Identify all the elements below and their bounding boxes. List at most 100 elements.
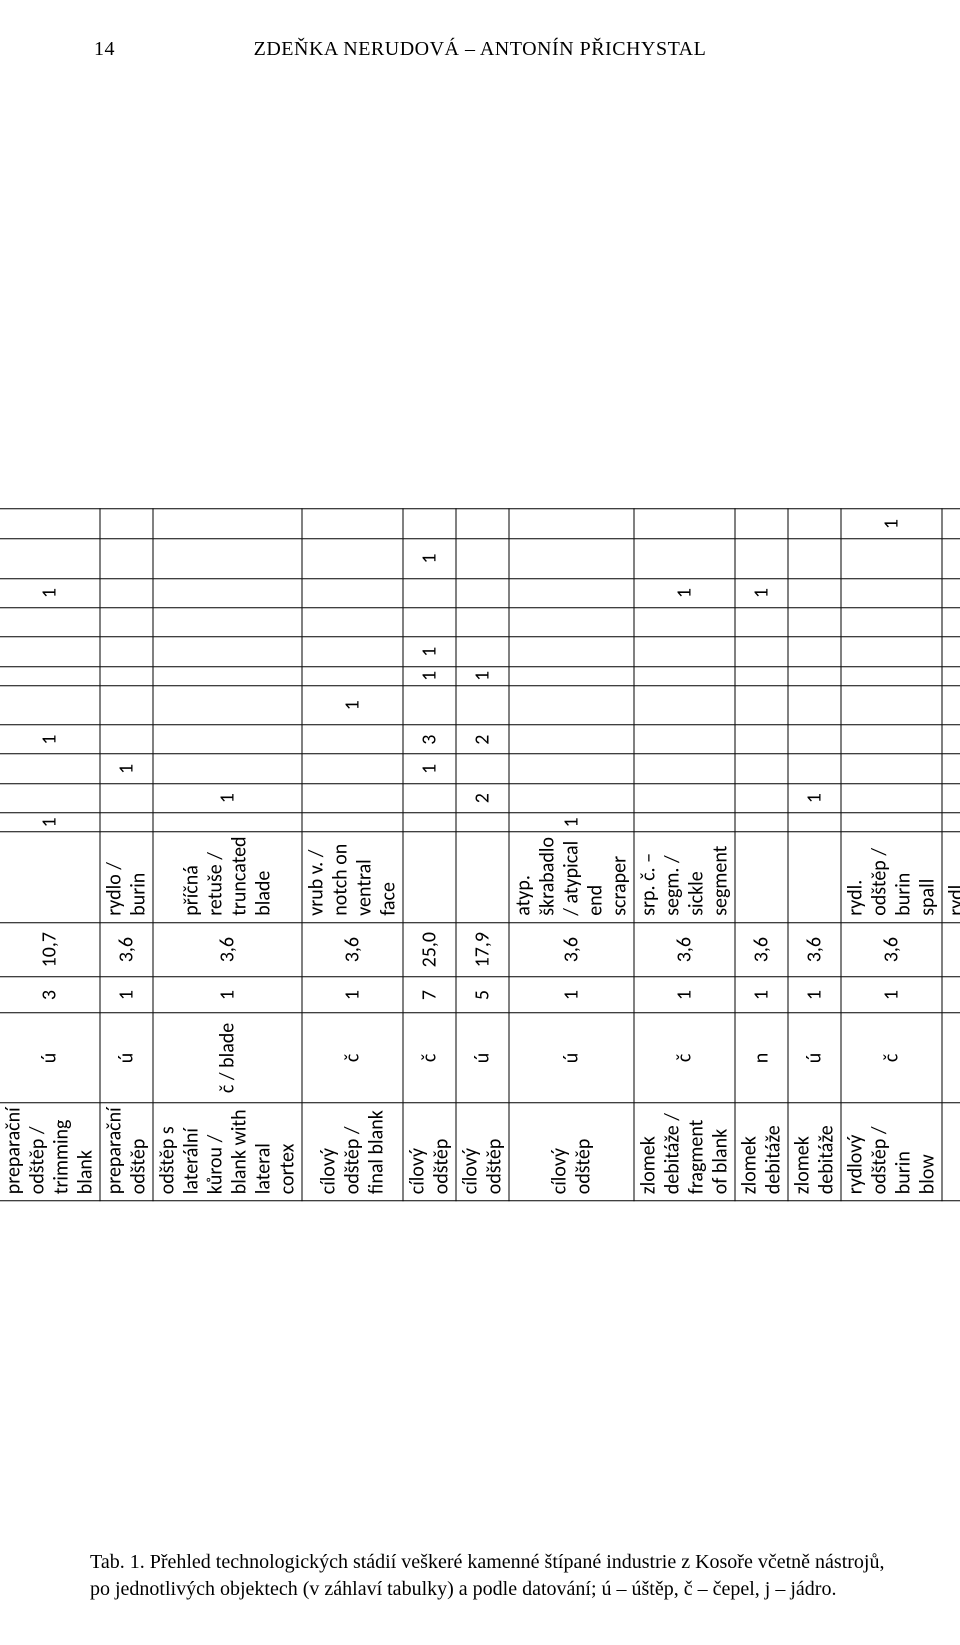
cell xyxy=(100,510,153,540)
cell xyxy=(302,608,403,637)
table-row: zlomek debitážen13,61 xyxy=(735,510,788,1202)
cell: cílový odštěp / final blank xyxy=(302,1103,403,1201)
cell xyxy=(634,539,735,578)
cell xyxy=(100,579,153,609)
cell xyxy=(841,755,942,784)
table-row: cílový odštěp / final blankč13,6vrub v. … xyxy=(302,510,403,1202)
cell xyxy=(153,579,302,609)
cell xyxy=(100,725,153,754)
cell xyxy=(153,755,302,784)
cell xyxy=(788,539,841,578)
cell xyxy=(509,686,634,725)
cell: zlomek debitáže xyxy=(788,1103,841,1201)
cell xyxy=(735,755,788,784)
page-number: 14 xyxy=(94,38,115,61)
cell: rydlo / burin xyxy=(100,832,153,922)
cell xyxy=(735,608,788,637)
cell: 1 xyxy=(302,686,403,725)
table-row: preparační odštěp / trimming blankú310,7… xyxy=(0,510,100,1202)
cell xyxy=(456,579,509,609)
cell xyxy=(942,755,960,784)
cell xyxy=(509,784,634,813)
cell xyxy=(100,686,153,725)
cell: rydl. odštěp / burin spall xyxy=(942,832,960,922)
cell: 3,6 xyxy=(841,923,942,978)
cell xyxy=(302,784,403,813)
cell: 3,6 xyxy=(788,923,841,978)
table-row: odštěp s laterální kůrou / blank with la… xyxy=(153,510,302,1202)
cell xyxy=(841,725,942,754)
cell xyxy=(456,638,509,667)
cell xyxy=(0,539,100,578)
cell xyxy=(302,813,403,832)
cell xyxy=(456,608,509,637)
cell xyxy=(403,784,456,813)
cell xyxy=(788,667,841,686)
cell xyxy=(942,510,960,540)
cell xyxy=(634,510,735,540)
cell: 3,6 xyxy=(509,923,634,978)
cell: 3,6 xyxy=(735,923,788,978)
cell: ú xyxy=(788,1013,841,1103)
cell xyxy=(509,510,634,540)
cell: 3 xyxy=(0,977,100,1013)
cell xyxy=(0,608,100,637)
cell xyxy=(735,539,788,578)
cell: zlomek debitáže / fragment of blank xyxy=(634,1103,735,1201)
cell xyxy=(788,725,841,754)
cell xyxy=(100,784,153,813)
cell xyxy=(942,667,960,686)
cell: 17,9 xyxy=(456,923,509,978)
cell: preparační odštěp / trimming blank xyxy=(0,1103,100,1201)
table-row: cílový odštěpú13,6atyp. škrabadlo / atyp… xyxy=(509,510,634,1202)
cell xyxy=(735,686,788,725)
cell xyxy=(153,510,302,540)
cell xyxy=(841,539,942,578)
cell: rydlový odštěp / burin blow xyxy=(841,1103,942,1201)
cell: atyp. škrabadlo / atypical end scraper xyxy=(509,832,634,922)
table-row: zlomek debitáže / fragment of blankč13,6… xyxy=(634,510,735,1202)
cell: 1 xyxy=(403,755,456,784)
cell: 1 xyxy=(302,977,403,1013)
cell xyxy=(942,539,960,578)
cell xyxy=(735,832,788,922)
cell: ú xyxy=(0,1013,100,1103)
cell xyxy=(0,510,100,540)
cell xyxy=(735,510,788,540)
cell: cílový odštěp xyxy=(403,1103,456,1201)
cell: příčná retuše / truncated blade xyxy=(153,832,302,922)
cell xyxy=(153,725,302,754)
cell: č xyxy=(841,1013,942,1103)
cell xyxy=(634,608,735,637)
cell: č xyxy=(634,1013,735,1103)
cell xyxy=(788,510,841,540)
cell: 1 xyxy=(509,977,634,1013)
cell xyxy=(456,686,509,725)
cell: 1 xyxy=(735,579,788,609)
cell xyxy=(153,686,302,725)
cell xyxy=(153,667,302,686)
cell: preparační odštěp xyxy=(100,1103,153,1201)
cell: 1 xyxy=(100,977,153,1013)
cell: 3 xyxy=(403,725,456,754)
cell xyxy=(735,667,788,686)
cell xyxy=(735,784,788,813)
cell xyxy=(509,579,634,609)
cell: 1 xyxy=(403,638,456,667)
cell: 3,6 xyxy=(942,923,960,978)
cell xyxy=(942,579,960,609)
cell xyxy=(0,686,100,725)
cell: 1 xyxy=(942,608,960,637)
cell: č xyxy=(302,1013,403,1103)
cell xyxy=(403,832,456,922)
cell xyxy=(0,755,100,784)
cell xyxy=(403,813,456,832)
cell xyxy=(0,832,100,922)
table-wrap: stádium polotovar / blank ks / pcs % nás… xyxy=(0,509,960,1202)
cell xyxy=(509,725,634,754)
cell xyxy=(788,813,841,832)
cell xyxy=(456,832,509,922)
cell xyxy=(942,813,960,832)
cell xyxy=(841,579,942,609)
cell xyxy=(509,608,634,637)
